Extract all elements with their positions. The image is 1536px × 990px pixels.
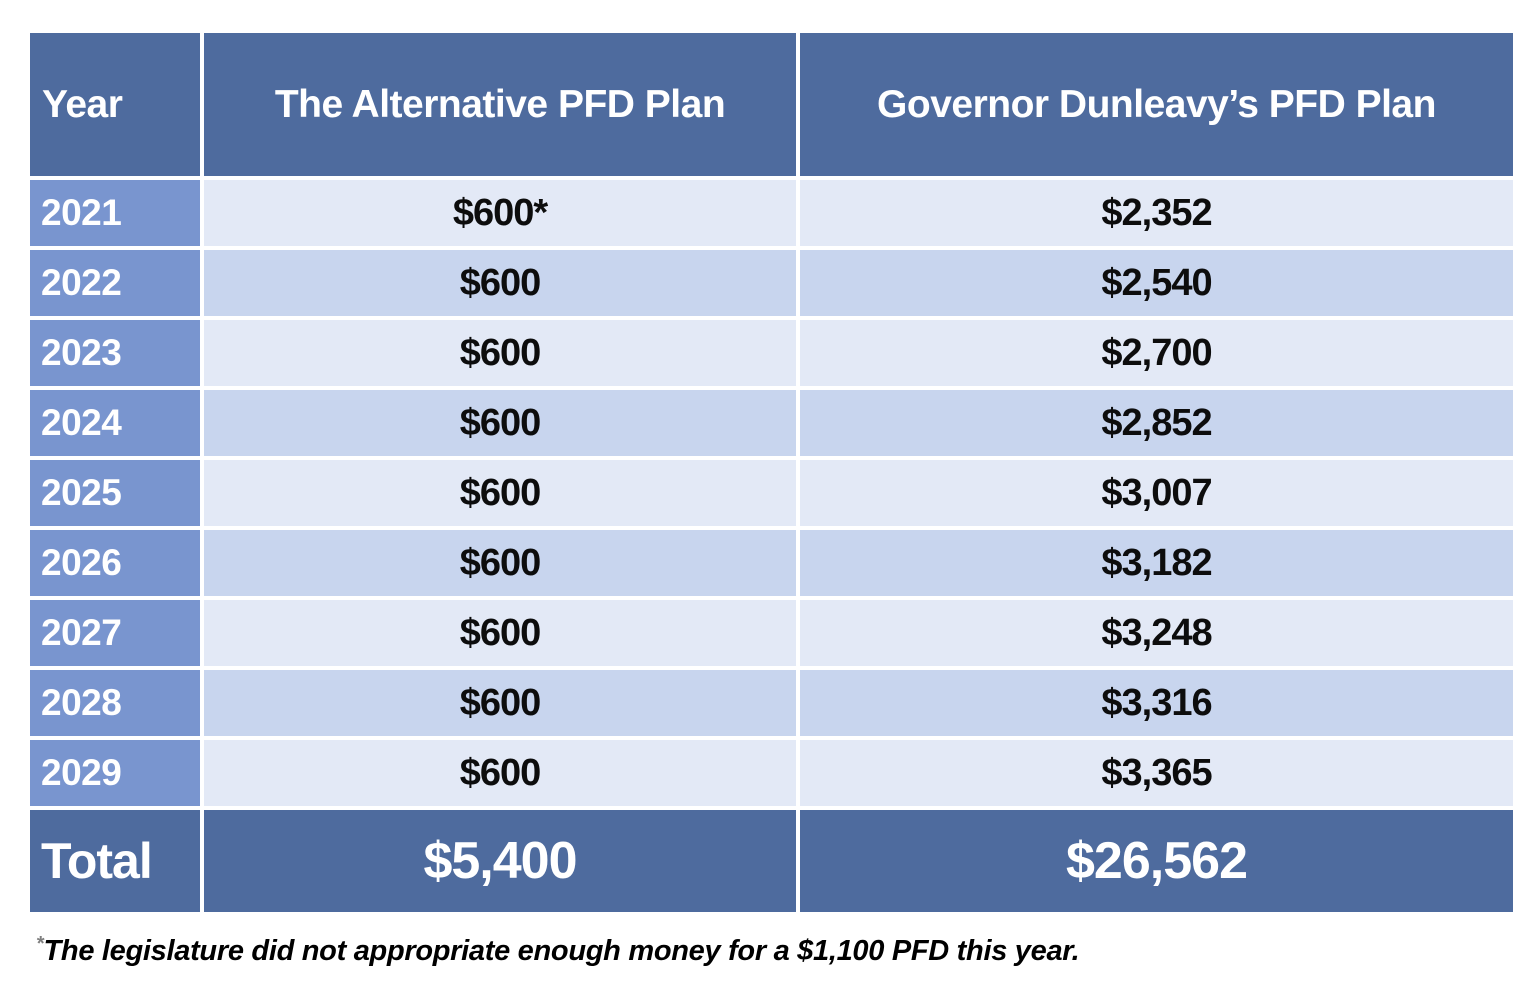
year-cell: 2029 (30, 740, 200, 806)
footnote: *The legislature did not appropriate eno… (36, 933, 1080, 968)
alternative-plan-value: $600 (204, 250, 796, 316)
footnote-asterisk: * (36, 933, 44, 955)
dunleavy-plan-value: $2,700 (800, 320, 1513, 386)
dunleavy-plan-value: $3,316 (800, 670, 1513, 736)
dunleavy-plan-value: $3,248 (800, 600, 1513, 666)
footnote-text: The legislature did not appropriate enou… (43, 935, 1080, 967)
dunleavy-plan-value: $2,540 (800, 250, 1513, 316)
column-header-year: Year (30, 33, 200, 176)
table-row: 2028 $600 $3,316 (30, 670, 1513, 736)
total-alternative-plan-value: $5,400 (204, 810, 796, 912)
dunleavy-plan-value: $3,007 (800, 460, 1513, 526)
dunleavy-plan-value: $2,852 (800, 390, 1513, 456)
table-row: 2024 $600 $2,852 (30, 390, 1513, 456)
dunleavy-plan-value: $3,182 (800, 530, 1513, 596)
year-cell: 2028 (30, 670, 200, 736)
alternative-plan-value: $600 (204, 460, 796, 526)
column-header-alternative-plan: The Alternative PFD Plan (204, 33, 796, 176)
dunleavy-plan-value: $3,365 (800, 740, 1513, 806)
year-cell: 2026 (30, 530, 200, 596)
table-row: 2022 $600 $2,540 (30, 250, 1513, 316)
table-row: 2029 $600 $3,365 (30, 740, 1513, 806)
alternative-plan-value: $600 (204, 320, 796, 386)
alternative-plan-value: $600* (204, 180, 796, 246)
alternative-plan-value: $600 (204, 740, 796, 806)
dunleavy-plan-value: $2,352 (800, 180, 1513, 246)
alternative-plan-value: $600 (204, 600, 796, 666)
header-row: Year The Alternative PFD Plan Governor D… (30, 33, 1513, 176)
year-cell: 2027 (30, 600, 200, 666)
table-row: 2027 $600 $3,248 (30, 600, 1513, 666)
year-cell: 2024 (30, 390, 200, 456)
year-cell: 2022 (30, 250, 200, 316)
table-row: 2026 $600 $3,182 (30, 530, 1513, 596)
table-row: 2025 $600 $3,007 (30, 460, 1513, 526)
year-cell: 2025 (30, 460, 200, 526)
column-header-dunleavy-plan: Governor Dunleavy’s PFD Plan (800, 33, 1513, 176)
year-cell: 2023 (30, 320, 200, 386)
table-row: 2021 $600* $2,352 (30, 180, 1513, 246)
year-cell: 2021 (30, 180, 200, 246)
alternative-plan-value: $600 (204, 530, 796, 596)
table-row: 2023 $600 $2,700 (30, 320, 1513, 386)
alternative-plan-value: $600 (204, 670, 796, 736)
total-dunleavy-plan-value: $26,562 (800, 810, 1513, 912)
alternative-plan-value: $600 (204, 390, 796, 456)
total-row: Total $5,400 $26,562 (30, 810, 1513, 912)
pfd-comparison-table: Year The Alternative PFD Plan Governor D… (26, 29, 1517, 916)
total-label: Total (30, 810, 200, 912)
